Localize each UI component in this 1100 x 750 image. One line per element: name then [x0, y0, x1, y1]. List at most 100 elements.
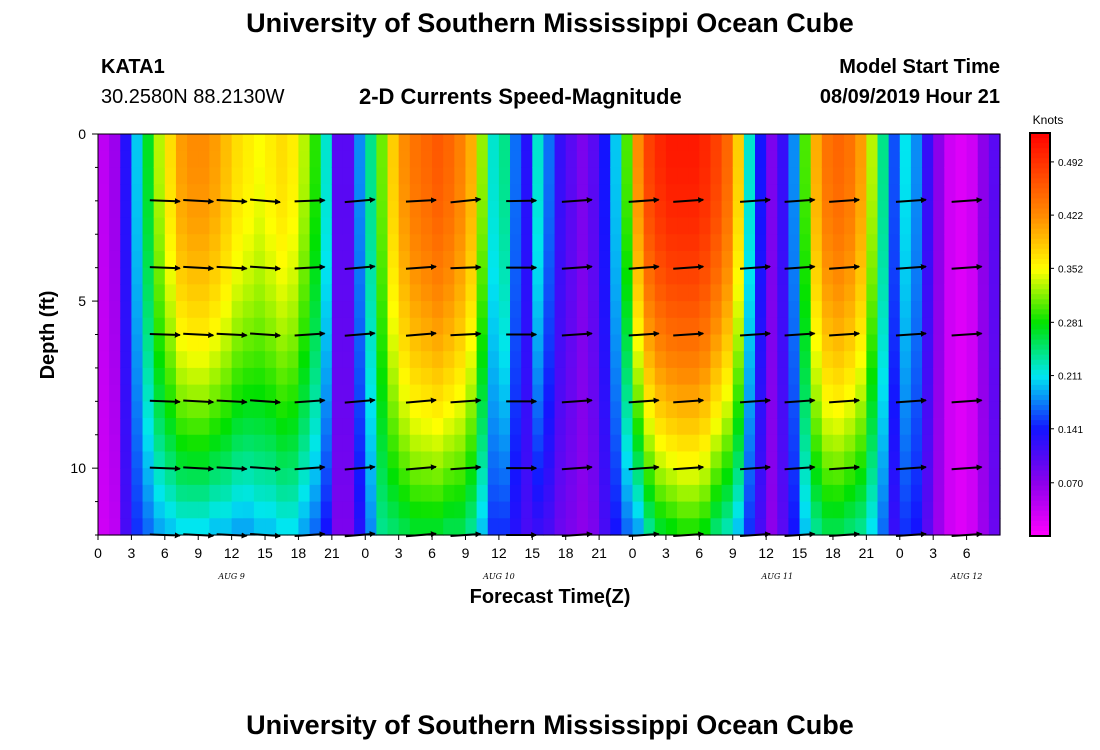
heatmap-cell — [387, 301, 400, 319]
heatmap-cell — [977, 367, 990, 386]
heatmap-cell — [309, 184, 322, 202]
current-vector-arrow — [784, 397, 816, 404]
x-tick-label: 15 — [525, 545, 541, 561]
heatmap-cell — [665, 301, 678, 319]
heatmap-cell — [287, 134, 300, 152]
heatmap-cell — [209, 167, 222, 185]
heatmap-cell — [988, 234, 1001, 252]
heatmap-cell — [844, 434, 856, 453]
heatmap-cell — [109, 317, 121, 336]
heatmap-cell — [543, 468, 556, 486]
heatmap-cell — [832, 367, 845, 386]
heatmap-cell — [933, 234, 945, 252]
colorbar-segment — [1030, 495, 1050, 502]
heatmap-cell — [732, 401, 745, 419]
heatmap-cell — [766, 384, 778, 402]
heatmap-cell — [443, 184, 455, 202]
heatmap-cell — [443, 401, 455, 419]
heatmap-cell — [866, 267, 879, 285]
heatmap-cell — [231, 468, 244, 486]
heatmap-cell — [565, 468, 578, 486]
colorbar-segment — [1030, 445, 1050, 451]
heatmap-cell — [866, 418, 879, 436]
current-vector-arrow — [216, 465, 248, 472]
heatmap-cell — [610, 434, 622, 453]
heatmap-cell — [788, 284, 801, 302]
heatmap-cell — [98, 367, 110, 386]
heatmap-cell — [977, 267, 990, 285]
heatmap-cell — [554, 401, 567, 419]
heatmap-cell — [855, 351, 867, 369]
heatmap-cell — [743, 284, 756, 302]
heatmap-cell — [242, 301, 255, 319]
heatmap-cell — [654, 384, 667, 402]
heatmap-cell — [354, 150, 366, 169]
heatmap-cell — [832, 384, 845, 402]
current-vector-arrow — [739, 263, 771, 270]
heatmap-cell — [287, 418, 300, 436]
heatmap-cell — [387, 184, 400, 202]
x-tick-label: 21 — [859, 545, 875, 561]
heatmap-cell — [632, 217, 645, 235]
heatmap-cell — [922, 167, 934, 185]
heatmap-cell — [855, 267, 867, 285]
heatmap-cell — [899, 250, 912, 269]
heatmap-cell — [766, 484, 778, 503]
heatmap-cell — [175, 217, 188, 235]
heatmap-cell — [810, 184, 823, 202]
heatmap-cell — [587, 267, 600, 285]
heatmap-cell — [777, 167, 790, 185]
heatmap-cell — [888, 418, 901, 436]
heatmap-cell — [888, 334, 901, 352]
heatmap-cell — [610, 150, 622, 169]
heatmap-cell — [387, 134, 400, 152]
heatmap-cell — [988, 501, 1001, 519]
heatmap-cell — [342, 484, 355, 503]
heatmap-cell — [298, 451, 311, 469]
heatmap-cell — [120, 200, 133, 219]
current-vector-arrow — [628, 263, 660, 270]
heatmap-cell — [187, 184, 199, 202]
heatmap-cell — [409, 518, 422, 536]
heatmap-cell — [710, 484, 723, 503]
heatmap-cell — [409, 134, 422, 152]
heatmap-cell — [565, 334, 578, 352]
current-vector-arrow — [506, 197, 538, 204]
current-vector-arrow — [450, 264, 482, 271]
heatmap-cell — [788, 234, 801, 252]
heatmap-cell — [732, 200, 745, 219]
colorbar-segment — [1030, 213, 1050, 220]
colorbar-segment — [1030, 274, 1050, 280]
heatmap-cell — [788, 301, 801, 319]
heatmap-cell — [844, 184, 856, 202]
current-vector-arrow — [344, 330, 376, 337]
heatmap-cell — [409, 167, 422, 185]
heatmap-cell — [220, 167, 233, 185]
heatmap-cell — [476, 200, 489, 219]
heatmap-cell — [832, 484, 845, 503]
heatmap-cell — [866, 150, 879, 169]
heatmap-cell — [198, 334, 210, 352]
heatmap-cell — [109, 150, 121, 169]
heatmap-cell — [231, 234, 244, 252]
heatmap-cell — [98, 150, 110, 169]
x-tick-label: 21 — [591, 545, 607, 561]
heatmap-cell — [98, 267, 110, 285]
heatmap-cell — [899, 518, 912, 536]
heatmap-cell — [432, 367, 444, 386]
heatmap-cell — [610, 134, 622, 152]
heatmap-cell — [153, 150, 166, 169]
heatmap-cell — [755, 317, 767, 336]
heatmap-cell — [777, 134, 790, 152]
heatmap-cell — [888, 501, 901, 519]
heatmap-cell — [922, 501, 934, 519]
heatmap-cell — [454, 250, 467, 269]
heatmap-cell — [832, 234, 845, 252]
heatmap-cell — [632, 367, 645, 386]
heatmap-cell — [98, 184, 110, 202]
heatmap-cell — [810, 167, 823, 185]
heatmap-cell — [799, 301, 812, 319]
heatmap-cell — [198, 184, 210, 202]
heatmap-cell — [554, 301, 567, 319]
